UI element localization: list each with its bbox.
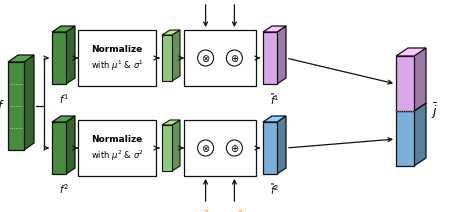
Text: Normalize: Normalize — [92, 135, 143, 145]
Polygon shape — [162, 120, 180, 125]
Bar — [184, 30, 256, 86]
Text: with $\mu^1$ & $\sigma^1$: with $\mu^1$ & $\sigma^1$ — [91, 59, 144, 73]
Text: $\tilde{f}^1$: $\tilde{f}^1$ — [270, 92, 279, 107]
Polygon shape — [396, 103, 426, 111]
Polygon shape — [66, 116, 75, 174]
Bar — [8, 62, 24, 150]
Text: $\oplus$: $\oplus$ — [230, 53, 239, 64]
Bar — [78, 120, 156, 176]
Polygon shape — [414, 103, 426, 166]
Text: $f^1$: $f^1$ — [58, 92, 68, 106]
Bar — [162, 125, 172, 171]
Polygon shape — [52, 116, 75, 122]
Polygon shape — [8, 55, 34, 62]
Text: $\otimes$: $\otimes$ — [201, 142, 210, 153]
Polygon shape — [263, 26, 286, 32]
Text: $\tilde{f}^2$: $\tilde{f}^2$ — [270, 182, 279, 197]
Text: $\sigma_k^2$: $\sigma_k^2$ — [196, 208, 209, 212]
Polygon shape — [162, 30, 180, 35]
Bar — [263, 32, 277, 84]
Bar — [396, 56, 414, 111]
Polygon shape — [24, 55, 34, 150]
Polygon shape — [277, 116, 286, 174]
Text: $\oplus$: $\oplus$ — [230, 142, 239, 153]
Polygon shape — [396, 48, 426, 56]
Text: with $\mu^2$ & $\sigma^2$: with $\mu^2$ & $\sigma^2$ — [91, 149, 144, 163]
Bar — [396, 111, 414, 166]
Polygon shape — [263, 116, 286, 122]
Text: Normalize: Normalize — [92, 46, 143, 54]
Text: $\otimes$: $\otimes$ — [201, 53, 210, 64]
Bar — [52, 32, 66, 84]
Text: $f^2$: $f^2$ — [58, 182, 68, 196]
Text: $\mu_k^2$: $\mu_k^2$ — [231, 208, 244, 212]
Polygon shape — [277, 26, 286, 84]
Polygon shape — [172, 30, 180, 81]
Bar — [263, 122, 277, 174]
Bar — [52, 122, 66, 174]
Bar — [78, 30, 156, 86]
Text: $\bar{j}$: $\bar{j}$ — [431, 101, 438, 121]
Bar — [162, 35, 172, 81]
Polygon shape — [66, 26, 75, 84]
Polygon shape — [414, 48, 426, 111]
Text: $f$: $f$ — [0, 99, 5, 113]
Bar — [184, 120, 256, 176]
Polygon shape — [52, 26, 75, 32]
Polygon shape — [172, 120, 180, 171]
